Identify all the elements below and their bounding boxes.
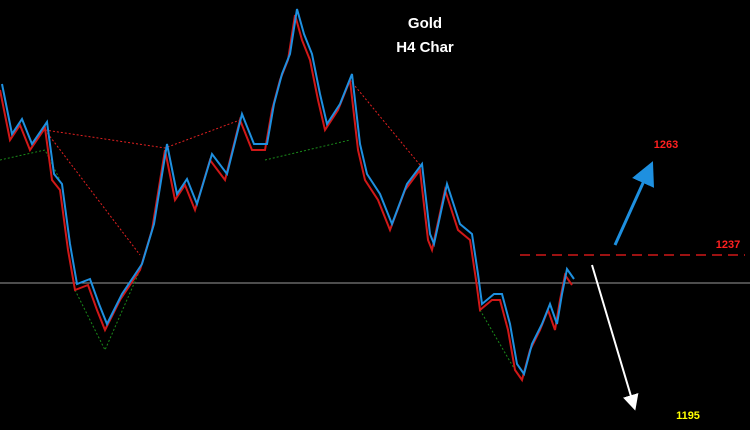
level-label: 1195 <box>676 410 700 422</box>
title: Gold <box>408 15 442 32</box>
zigzag-lines <box>0 79 516 371</box>
price-candles <box>0 8 575 383</box>
level-label: 1237 <box>716 239 740 251</box>
up-arrow <box>613 161 654 246</box>
down-arrow <box>591 264 639 411</box>
subtitle: H4 Char <box>396 39 454 56</box>
level-label: 1263 <box>654 139 678 151</box>
